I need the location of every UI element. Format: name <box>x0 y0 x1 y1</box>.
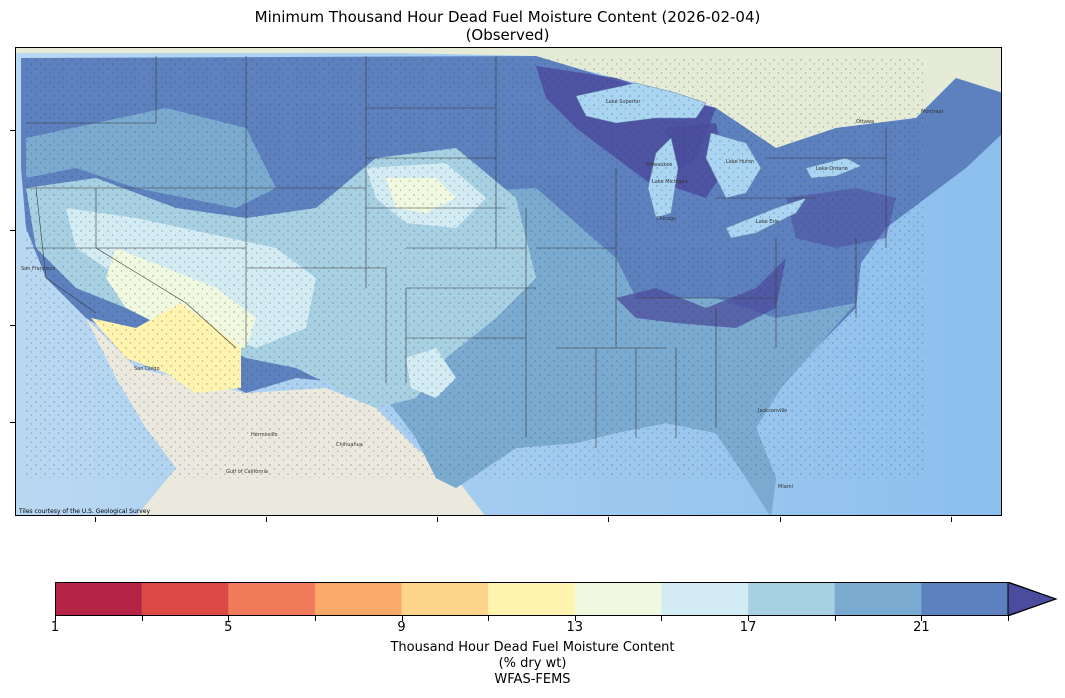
label-montreal: Montreal <box>921 109 943 115</box>
y-tick <box>10 325 15 326</box>
map-title: Minimum Thousand Hour Dead Fuel Moisture… <box>0 8 1015 44</box>
label-miami: Miami <box>778 484 793 490</box>
label-lake-superior: Lake Superior <box>606 99 641 105</box>
colorbar-bin-1 <box>141 582 229 616</box>
label-jacksonville: Jacksonville <box>757 408 787 414</box>
y-tick <box>10 230 15 231</box>
basemap-labels: San Francisco San Diego Chihuahua Hermos… <box>21 99 943 490</box>
colorbar-tick <box>55 616 56 621</box>
colorbar-bin-3 <box>314 582 403 616</box>
colorbar-tick <box>141 616 143 621</box>
colorbar-bin-10 <box>921 582 1009 616</box>
colorbar-title: Thousand Hour Dead Fuel Moisture Content… <box>0 640 1065 688</box>
colorbar-outline <box>55 582 1058 616</box>
map-svg: San Francisco San Diego Chihuahua Hermos… <box>16 48 1001 515</box>
colorbar-bin-9 <box>834 582 922 616</box>
label-ottawa: Ottawa <box>856 119 874 125</box>
colorbar-tick <box>488 616 490 621</box>
colorbar-bin-7 <box>661 582 749 616</box>
label-lake-ontario: Lake Ontario <box>816 166 848 172</box>
x-tick <box>780 517 781 522</box>
colorbar-tick-label: 9 <box>397 620 406 635</box>
x-tick <box>95 517 96 522</box>
colorbar-bin-4 <box>401 582 489 616</box>
colorbar-bin-6 <box>574 582 662 616</box>
label-chihuahua: Chihuahua <box>336 442 363 448</box>
label-lake-michigan: Lake Michigan <box>652 179 688 185</box>
colorbar-extend-arrow <box>1007 582 1058 616</box>
label-san-diego: San Diego <box>134 366 160 372</box>
colorbar-title-line-3: WFAS-FEMS <box>494 672 571 687</box>
label-chicago: Chicago <box>656 216 676 222</box>
title-line-1: Minimum Thousand Hour Dead Fuel Moisture… <box>254 8 761 26</box>
colorbar-tick-label: 13 <box>566 620 584 635</box>
colorbar-tick <box>314 616 316 621</box>
colorbar-bin-0 <box>55 582 143 616</box>
tile-credit: Tiles courtesy of the U.S. Geological Su… <box>19 508 151 515</box>
colorbar <box>55 582 1058 616</box>
title-line-2: (Observed) <box>465 26 550 44</box>
label-lake-erie: Lake Erie <box>756 219 779 225</box>
colorbar-tick <box>574 616 576 621</box>
colorbar-tick <box>1008 616 1009 621</box>
colorbar-title-line-1: Thousand Hour Dead Fuel Moisture Content <box>390 640 675 655</box>
colorbar-tick <box>228 616 230 621</box>
y-tick <box>10 422 15 423</box>
colorbar-tick-label: 5 <box>224 620 233 635</box>
colorbar-tick <box>748 616 750 621</box>
colorbar-tick-label: 1 <box>50 620 60 635</box>
colorbar-tick-label: 17 <box>739 620 757 635</box>
colorbar-tick-label: 21 <box>913 620 930 635</box>
y-tick <box>10 130 15 131</box>
colorbar-bin-5 <box>488 582 576 616</box>
colorbar-bin-8 <box>748 582 836 616</box>
colorbar-bin-2 <box>228 582 316 616</box>
colorbar-tick <box>401 616 403 621</box>
x-tick <box>951 517 952 522</box>
colorbar-tick <box>834 616 836 621</box>
station-markers <box>26 58 926 478</box>
map-panel: San Francisco San Diego Chihuahua Hermos… <box>15 47 1002 516</box>
colorbar-tick <box>921 616 923 621</box>
colorbar-title-line-2: (% dry wt) <box>498 656 567 671</box>
label-gulf-of-california: Gulf of California <box>226 469 268 475</box>
label-hermosillo: Hermosillo <box>251 432 278 438</box>
label-lake-huron: Lake Huron <box>726 159 754 165</box>
x-tick <box>608 517 609 522</box>
label-san-francisco: San Francisco <box>21 266 55 272</box>
x-tick <box>437 517 438 522</box>
colorbar-tick <box>661 616 663 621</box>
x-tick <box>266 517 267 522</box>
label-milwaukee: Milwaukee <box>646 162 672 168</box>
